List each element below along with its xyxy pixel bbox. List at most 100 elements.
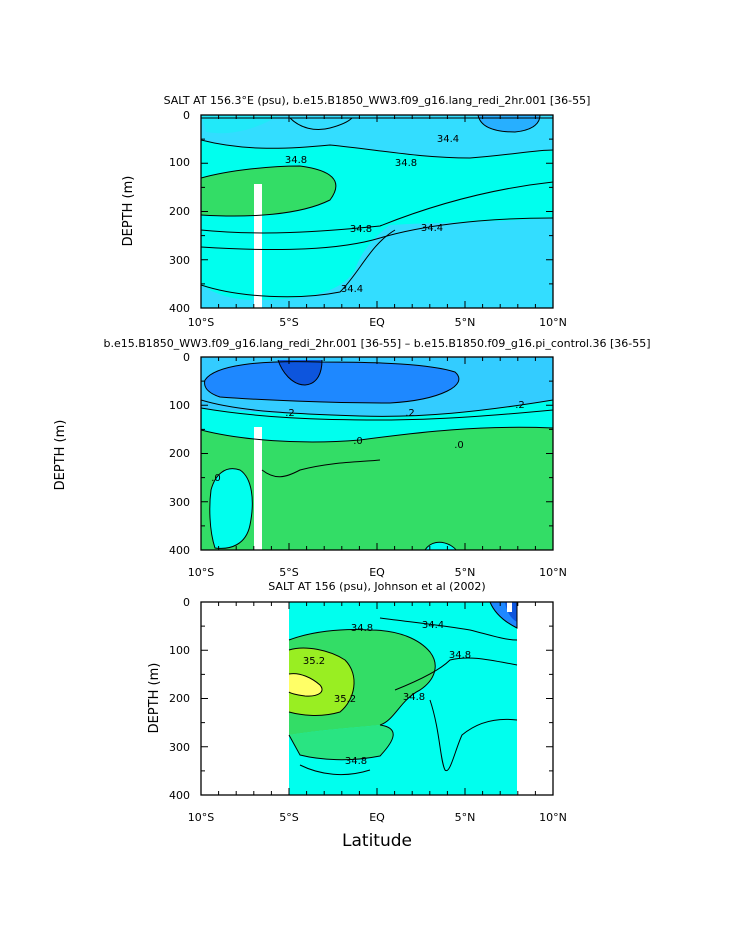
panel-1-ticks-y: 0 100 200 300 400: [169, 109, 190, 315]
panel-1-contour-label: 34.4: [341, 284, 363, 295]
panel-1-xtick: 5°N: [455, 316, 476, 329]
panel-3-contour-line: [429, 699, 518, 772]
panel-2-title: b.e15.B1850_WW3.f09_g16.lang_redi_2hr.00…: [103, 337, 650, 350]
panel-3-fill: [288, 602, 518, 795]
panel-2-xtick: 5°N: [455, 566, 476, 579]
panel-2-contour-line: [201, 426, 553, 443]
panel-2-contour-label: .0: [454, 440, 464, 451]
panel-2-ytick: 100: [169, 399, 190, 412]
panel-2-contour-label: .2: [405, 408, 415, 419]
panel-1-ytick: 200: [169, 205, 190, 218]
panel-1-topright-patch: [478, 115, 540, 132]
panel-2-ylabel: DEPTH (m): [53, 420, 68, 491]
panel-1-contour-label: 34.4: [437, 134, 459, 145]
panel-1-contour-label: 34.8: [350, 224, 372, 235]
panel-3-contour-label: 34.8: [345, 756, 367, 767]
panel-2-xtick: 10°N: [539, 566, 567, 579]
panel-1-contour-label: 34.8: [285, 155, 307, 166]
panel-3-contour-line: [288, 629, 436, 726]
panel-1-contour-label: 34.4: [421, 223, 443, 234]
panel-1-ytick: 0: [183, 109, 190, 122]
panel-3-yellow-core: [289, 673, 323, 697]
panel-2-contour-line: [277, 359, 323, 386]
panel-3-contour-line: [299, 764, 371, 775]
panel-3-xtick: 10°N: [539, 811, 567, 824]
panel-2-ytick: 0: [183, 351, 190, 364]
panel-3-ticks-y: 0 100 200 300 400: [169, 596, 190, 802]
panel-2-ytick: 400: [169, 544, 190, 557]
panel-2-xtick: 5°S: [279, 566, 298, 579]
panel-3-xtick: 10°S: [188, 811, 214, 824]
panel-1-fill: [201, 115, 553, 308]
panel-2: b.e15.B1850_WW3.f09_g16.lang_redi_2hr.00…: [53, 337, 651, 579]
panel-3-contour-label: 34.4: [422, 620, 444, 631]
panel-3-xlabel: Latitude: [342, 831, 412, 851]
panel-1-contour-label: 34.8: [395, 158, 417, 169]
panel-1-contour-line: [201, 139, 553, 159]
panel-1-ticks-x: 10°S 5°S EQ 5°N 10°N: [188, 316, 567, 329]
panel-1-axes: DEPTH (m) 0 100 200 300 400 10°S 5°S EQ …: [121, 109, 567, 329]
panel-1-ylabel: DEPTH (m): [121, 176, 136, 247]
panel-2-ytick: 200: [169, 447, 190, 460]
panel-1-contour-labels: 34.4 34.8 34.8 34.8 34.4 34.4: [285, 134, 459, 295]
panel-3-axes: DEPTH (m) 0 100 200 300 400 10°S 5°S EQ …: [147, 596, 567, 851]
panel-3-contour-label: 34.8: [403, 692, 425, 703]
panel-2-contour-labels: .2 .2 .2 .0 .0 .0: [211, 400, 525, 484]
panel-1-contour-line: [477, 115, 541, 133]
panel-2-ticks-x: 10°S 5°S EQ 5°N 10°N: [188, 566, 567, 579]
panel-2-contour-line: [201, 407, 553, 421]
panel-3-contour-line: [288, 673, 323, 697]
panel-2-contour-label: .2: [515, 400, 525, 411]
panel-2-fill: [201, 357, 553, 550]
panel-2-xtick: EQ: [369, 566, 385, 579]
panel-3-contour-line: [489, 602, 518, 629]
panel-1-contour-line: [201, 217, 553, 251]
panel-1-xtick: 10°S: [188, 316, 214, 329]
panel-3-contour-line: [288, 647, 355, 716]
tick-marks: [200, 114, 554, 796]
panel-1-gap-bar: [254, 184, 262, 308]
panel-3-contour-label: 34.8: [449, 650, 471, 661]
panel-1-ytick: 100: [169, 156, 190, 169]
panel-3-green-strip: [289, 725, 394, 760]
panel-1-title: SALT AT 156.3°E (psu), b.e15.B1850_WW3.f…: [164, 94, 591, 107]
panel-1-xtick: 10°N: [539, 316, 567, 329]
panel-1: SALT AT 156.3°E (psu), b.e15.B1850_WW3.f…: [121, 94, 590, 329]
panel-3-title: SALT AT 156 (psu), Johnson et al (2002): [268, 580, 485, 593]
panel-3-ytick: 300: [169, 741, 190, 754]
panel-2-high-region: [201, 427, 553, 550]
panel-3-xtick: 5°N: [455, 811, 476, 824]
panel-1-ytick: 400: [169, 302, 190, 315]
panel-3-lime-region: [289, 648, 355, 716]
panel-1-contour-line: [289, 117, 353, 131]
panel-3-ytick: 400: [169, 789, 190, 802]
panel-3-ytick: 0: [183, 596, 190, 609]
panel-2-contour-label: .0: [211, 473, 221, 484]
panel-1-xtick: 5°S: [279, 316, 298, 329]
panel-3-contour-line: [394, 657, 518, 691]
panel-1-topleft-tongue: [201, 115, 280, 134]
panel-2-contour-line: [261, 459, 381, 478]
panel-3-xtick: 5°S: [279, 811, 298, 824]
panel-2-gap-bar: [254, 427, 262, 550]
panel-3-xtick: EQ: [369, 811, 385, 824]
panel-2-contour-label: .2: [285, 408, 295, 419]
panel-2-contour-line: [201, 399, 553, 417]
panel-2-ytick: 300: [169, 496, 190, 509]
panel-1-contour-line: [201, 165, 337, 217]
panel-2-contour-line: [204, 361, 460, 404]
panel-3-contour-line: [379, 617, 518, 641]
panel-2-min-region: [278, 360, 322, 385]
panel-1-contour-line: [201, 181, 553, 234]
panel-1-xtick: EQ: [369, 316, 385, 329]
panel-1-high-region: [201, 166, 336, 217]
panel-3-white-notch: [507, 602, 512, 612]
panel-3-contour-line: [288, 724, 394, 761]
panel-3-contour-labels: 34.8 34.4 35.2 34.8 35.2 34.8 34.8: [303, 620, 471, 767]
panel-2-axes: DEPTH (m) 0 100 200 300 400 10°S 5°S EQ …: [53, 351, 567, 579]
panel-3-ticks-x: 10°S 5°S EQ 5°N 10°N: [188, 811, 567, 824]
panel-3: SALT AT 156 (psu), Johnson et al (2002) …: [147, 580, 567, 851]
panel-3-contour-label: 35.2: [334, 694, 356, 705]
panel-2-cyan-pocket: [209, 468, 253, 549]
